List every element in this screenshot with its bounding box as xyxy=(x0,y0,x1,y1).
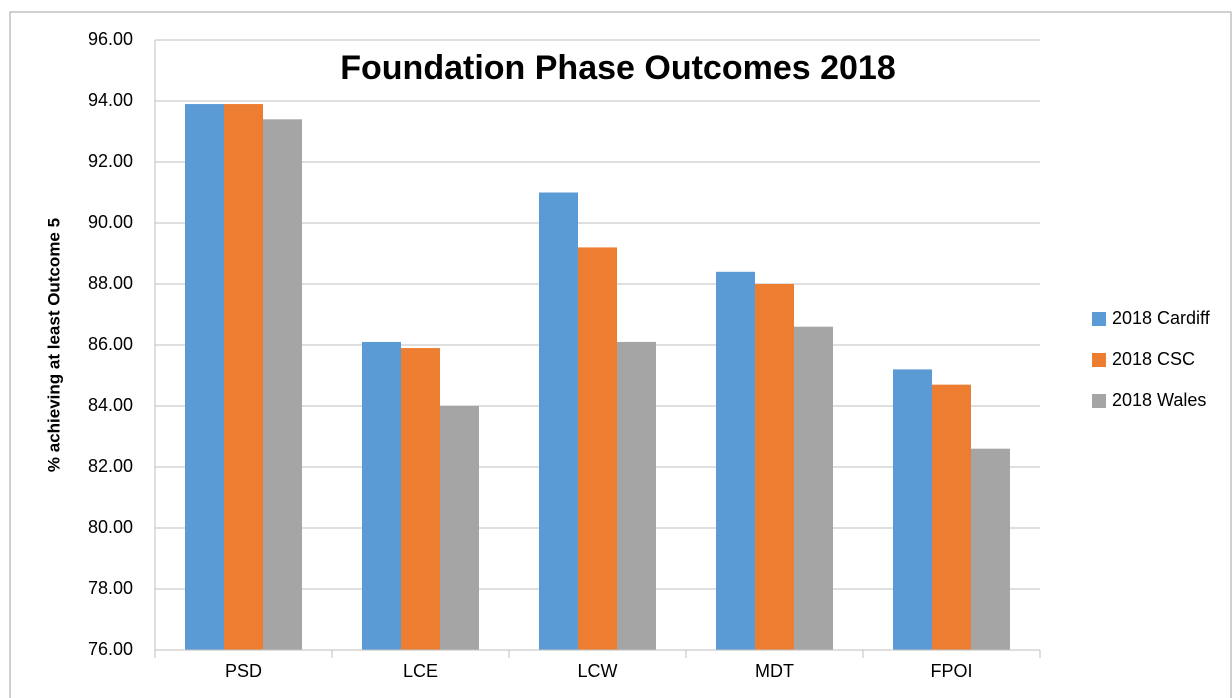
bar xyxy=(263,119,302,651)
x-tick-label: LCE xyxy=(403,661,438,681)
y-tick-label: 86.00 xyxy=(88,334,133,354)
y-tick-label: 96.00 xyxy=(88,29,133,49)
x-tick-label: LCW xyxy=(578,661,618,681)
legend-label: 2018 Wales xyxy=(1112,390,1206,410)
legend-swatch xyxy=(1092,353,1106,367)
y-tick-label: 90.00 xyxy=(88,212,133,232)
bar xyxy=(755,284,794,650)
chart-title: Foundation Phase Outcomes 2018 xyxy=(340,49,895,87)
y-axis-label: % achieving at least Outcome 5 xyxy=(44,218,63,472)
y-tick-label: 76.00 xyxy=(88,639,133,659)
x-tick-label: FPOI xyxy=(930,661,972,681)
bar xyxy=(224,104,263,651)
y-tick-label: 80.00 xyxy=(88,517,133,537)
bar xyxy=(539,192,578,650)
legend-swatch xyxy=(1092,312,1106,326)
legend-swatch xyxy=(1092,394,1106,408)
bar xyxy=(362,341,401,650)
x-tick-label: MDT xyxy=(755,661,794,681)
y-tick-label: 92.00 xyxy=(88,151,133,171)
y-tick-label: 94.00 xyxy=(88,90,133,110)
y-tick-label: 84.00 xyxy=(88,395,133,415)
bar xyxy=(794,326,833,650)
bar xyxy=(578,247,617,650)
bar xyxy=(971,448,1010,650)
y-tick-label: 88.00 xyxy=(88,273,133,293)
legend-label: 2018 Cardiff xyxy=(1112,308,1211,328)
bar xyxy=(617,341,656,650)
bar xyxy=(401,348,440,650)
bar xyxy=(716,271,755,650)
bar xyxy=(440,406,479,650)
bar xyxy=(185,104,224,651)
y-tick-label: 78.00 xyxy=(88,578,133,598)
bar xyxy=(932,384,971,650)
bar xyxy=(893,369,932,650)
legend-label: 2018 CSC xyxy=(1112,349,1195,369)
x-tick-label: PSD xyxy=(225,661,262,681)
y-tick-label: 82.00 xyxy=(88,456,133,476)
